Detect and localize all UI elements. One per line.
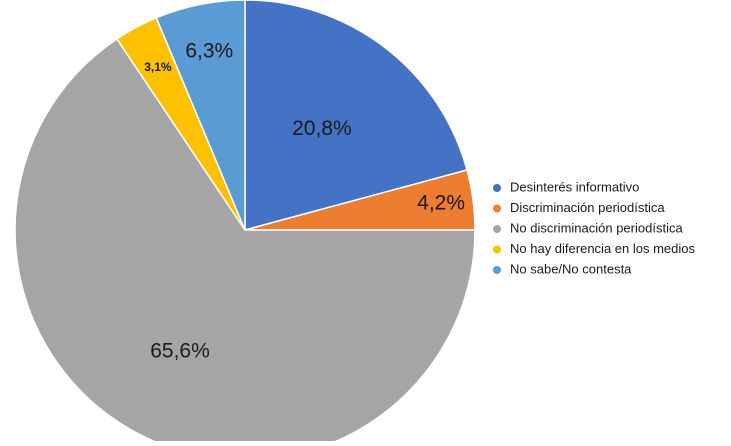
pie-slices: [14, 0, 476, 446]
pie-slice-5: [155, 0, 246, 231]
legend-label-1: Desinterés informativo: [510, 179, 639, 194]
slice-label-2: 4,2%: [417, 192, 465, 215]
legend-marker-5: [493, 266, 501, 274]
pie-slice-3: [14, 37, 476, 446]
pie-slice-1: [244, 0, 468, 231]
legend-label-2: Discriminación periodística: [510, 200, 665, 215]
legend-marker-3: [493, 225, 501, 233]
legend-label-4: No hay diferencia en los medios: [510, 241, 695, 256]
legend-marker-4: [493, 245, 501, 254]
slice-label-1: 20,8%: [292, 117, 352, 140]
legend-marker-1: [493, 184, 501, 192]
slice-label-4: 3,1%: [144, 60, 172, 74]
slice-label-5: 6,3%: [185, 39, 233, 62]
legend-label-5: No sabe/No contesta: [510, 261, 632, 276]
legend: Desinterés informativo Discriminación per…: [493, 179, 695, 276]
slice-labels: 20,8% 4,2% 65,6% 3,1% 6,3%: [144, 39, 465, 362]
legend-label-3: No discriminación periodística: [510, 220, 683, 235]
slice-label-3: 65,6%: [150, 339, 210, 362]
legend-marker-2: [493, 204, 501, 213]
